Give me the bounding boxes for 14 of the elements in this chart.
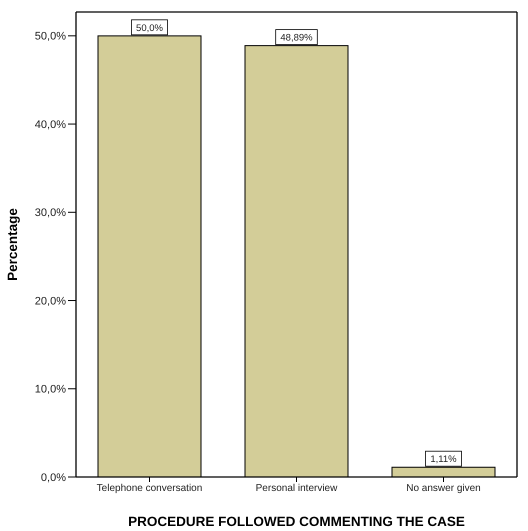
data-label: 1,11% xyxy=(430,454,458,466)
x-tick-label: No answer given xyxy=(406,483,481,494)
y-tick-label: 30,0% xyxy=(34,207,66,220)
data-label: 48,89% xyxy=(280,32,314,44)
x-tick-label: Telephone conversation xyxy=(96,483,202,494)
data-label: 50,0% xyxy=(136,22,164,34)
y-tick-label: 40,0% xyxy=(34,118,66,131)
y-tick-label: 10,0% xyxy=(34,384,66,396)
y-tick-label: 0,0% xyxy=(40,472,66,484)
x-tick-label: Personal interview xyxy=(256,483,338,494)
x-axis-title: PROCEDURE FOLLOWED COMMENTING THE CASE xyxy=(128,514,465,529)
y-axis-title: Percentage xyxy=(4,208,20,281)
y-tick-label: 50,0% xyxy=(34,30,66,43)
y-tick-label: 20,0% xyxy=(34,295,66,308)
